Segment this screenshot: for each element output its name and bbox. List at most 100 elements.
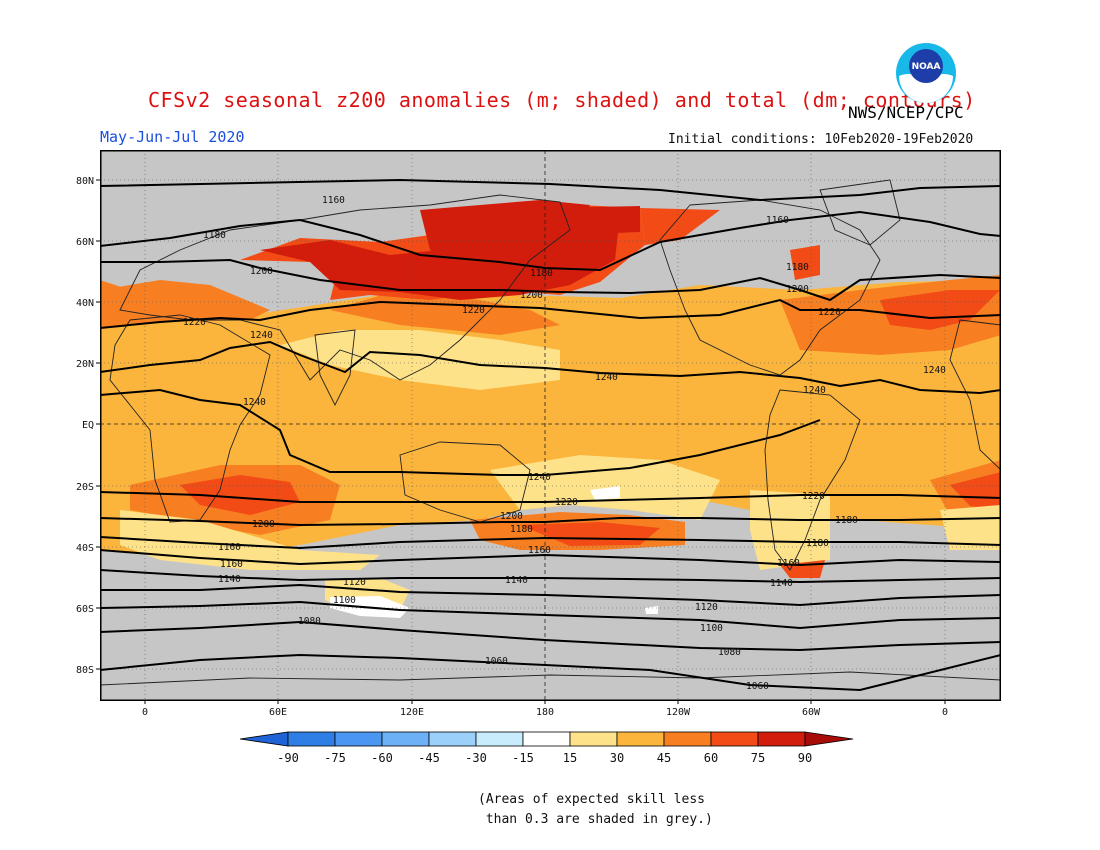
contour-label: 1080 bbox=[718, 647, 741, 658]
contour-label: 1180 bbox=[203, 230, 226, 241]
colorbar-label: 75 bbox=[751, 751, 765, 765]
colorbar-label: 15 bbox=[563, 751, 577, 765]
colorbar-arrow-low bbox=[240, 731, 289, 747]
z200-anomaly-map: 1160 1160 1180 1180 1180 1200 1200 1200 … bbox=[100, 150, 1001, 701]
contour-label: 1100 bbox=[700, 623, 723, 634]
height-contours bbox=[100, 178, 1001, 692]
colorbar: -90 -75 -60 -45 -30 -15 15 30 45 60 75 90 bbox=[240, 731, 854, 765]
lat-label: 80S bbox=[76, 665, 94, 676]
contour-label: 1140 bbox=[218, 574, 241, 585]
contour-label: 1140 bbox=[770, 578, 793, 589]
contour-label: 1200 bbox=[786, 284, 809, 295]
colorbar-segment bbox=[428, 731, 477, 747]
contour-label: 1240 bbox=[595, 372, 618, 383]
lat-label: 80N bbox=[76, 176, 94, 187]
contour-label: 1240 bbox=[250, 330, 273, 341]
contour-label: 1160 bbox=[766, 215, 789, 226]
map-title: CFSv2 seasonal z200 anomalies (m; shaded… bbox=[148, 88, 976, 112]
map-frame bbox=[100, 150, 1001, 701]
lon-label: 0 bbox=[142, 707, 148, 718]
contour-1140-sh bbox=[100, 569, 1001, 584]
colorbar-label: -60 bbox=[371, 751, 393, 765]
contour-1240-nh bbox=[100, 340, 1001, 395]
australia-outline bbox=[399, 441, 531, 523]
north-america-outline bbox=[659, 199, 881, 376]
lat-label: 60N bbox=[76, 237, 94, 248]
contour-label: 1180 bbox=[786, 262, 809, 273]
india-outline bbox=[314, 329, 356, 407]
colorbar-segment bbox=[334, 731, 383, 747]
contour-label: 1060 bbox=[746, 681, 769, 692]
contour-1180-nh bbox=[100, 210, 1001, 272]
contour-1060-sh bbox=[100, 653, 1001, 692]
contour-label: 1220 bbox=[555, 497, 578, 508]
colorbar-label: 45 bbox=[657, 751, 671, 765]
contour-1240-sh bbox=[100, 388, 821, 476]
contour-label: 1120 bbox=[695, 602, 718, 613]
greenland-outline bbox=[819, 179, 901, 246]
contour-label: 1160 bbox=[322, 195, 345, 206]
contour-label: 1140 bbox=[505, 575, 528, 586]
contour-1220-nh bbox=[100, 298, 1001, 329]
colorbar-segment bbox=[475, 731, 524, 747]
lat-axis: 80N 60N 40N 20N EQ 20S 40S 60S 80S bbox=[76, 176, 100, 676]
contour-label: 1240 bbox=[528, 472, 551, 483]
lat-label: 60S bbox=[76, 604, 94, 615]
colorbar-labels: -90 -75 -60 -45 -30 -15 15 30 45 60 75 90 bbox=[277, 751, 812, 765]
colorbar-label: 60 bbox=[704, 751, 718, 765]
colorbar-label: -90 bbox=[277, 751, 299, 765]
colorbar-label: -30 bbox=[465, 751, 487, 765]
contour-label: 1180 bbox=[530, 268, 553, 279]
contour-labels: 1160 1160 1180 1180 1180 1200 1200 1200 … bbox=[183, 195, 946, 692]
contour-1200-sh bbox=[100, 517, 1001, 527]
contour-label: 1160 bbox=[528, 545, 551, 556]
lon-label: 120E bbox=[400, 707, 424, 718]
noaa-logo: NOAA bbox=[896, 43, 956, 103]
lat-label: EQ bbox=[82, 420, 94, 431]
contour-label: 1100 bbox=[333, 595, 356, 606]
contour-1200-nh bbox=[100, 258, 1001, 302]
contour-label: 1160 bbox=[218, 542, 241, 553]
contour-label: 1180 bbox=[806, 538, 829, 549]
contour-label: 1220 bbox=[462, 305, 485, 316]
lon-label: 0 bbox=[942, 707, 948, 718]
contour-label: 1200 bbox=[500, 511, 523, 522]
contour-label: 1220 bbox=[818, 307, 841, 318]
contour-label: 1240 bbox=[923, 365, 946, 376]
season-label: May-Jun-Jul 2020 bbox=[100, 128, 245, 146]
lon-label: 60W bbox=[802, 707, 821, 718]
contour-label: 1240 bbox=[803, 385, 826, 396]
contour-1180-sh bbox=[100, 536, 1001, 550]
colorbar-label: -75 bbox=[324, 751, 346, 765]
colorbar-label: -45 bbox=[418, 751, 440, 765]
colorbar-segments bbox=[240, 731, 854, 747]
contour-label: 1160 bbox=[220, 559, 243, 570]
contour-label: 1200 bbox=[252, 519, 275, 530]
contour-label: 1180 bbox=[835, 515, 858, 526]
lat-label: 40S bbox=[76, 543, 94, 554]
antarctica-outline bbox=[100, 671, 1001, 686]
contour-label: 1120 bbox=[343, 577, 366, 588]
contour-1220-sh bbox=[100, 491, 1001, 503]
colorbar-segment bbox=[569, 731, 618, 747]
colorbar-segment bbox=[663, 731, 712, 747]
africa-outline-east bbox=[949, 319, 1001, 471]
contour-1100-sh bbox=[100, 600, 1001, 630]
skill-footnote: (Areas of expected skill less than 0.3 a… bbox=[478, 792, 713, 827]
colorbar-label: 90 bbox=[798, 751, 812, 765]
lon-label: 120W bbox=[666, 707, 691, 718]
contour-label: 1180 bbox=[510, 524, 533, 535]
lat-label: 20S bbox=[76, 482, 94, 493]
colorbar-segment bbox=[710, 731, 759, 747]
contour-label: 1200 bbox=[250, 266, 273, 277]
contour-label: 1220 bbox=[802, 491, 825, 502]
colorbar-segment bbox=[522, 731, 571, 747]
colorbar-segment bbox=[287, 731, 336, 747]
contour-label: 1080 bbox=[298, 616, 321, 627]
colorbar-segment bbox=[616, 731, 665, 747]
contour-label: 1160 bbox=[777, 558, 800, 569]
contour-label: 1240 bbox=[243, 397, 266, 408]
south-america-outline bbox=[764, 389, 861, 571]
lat-label: 40N bbox=[76, 298, 94, 309]
lat-label: 20N bbox=[76, 359, 94, 370]
